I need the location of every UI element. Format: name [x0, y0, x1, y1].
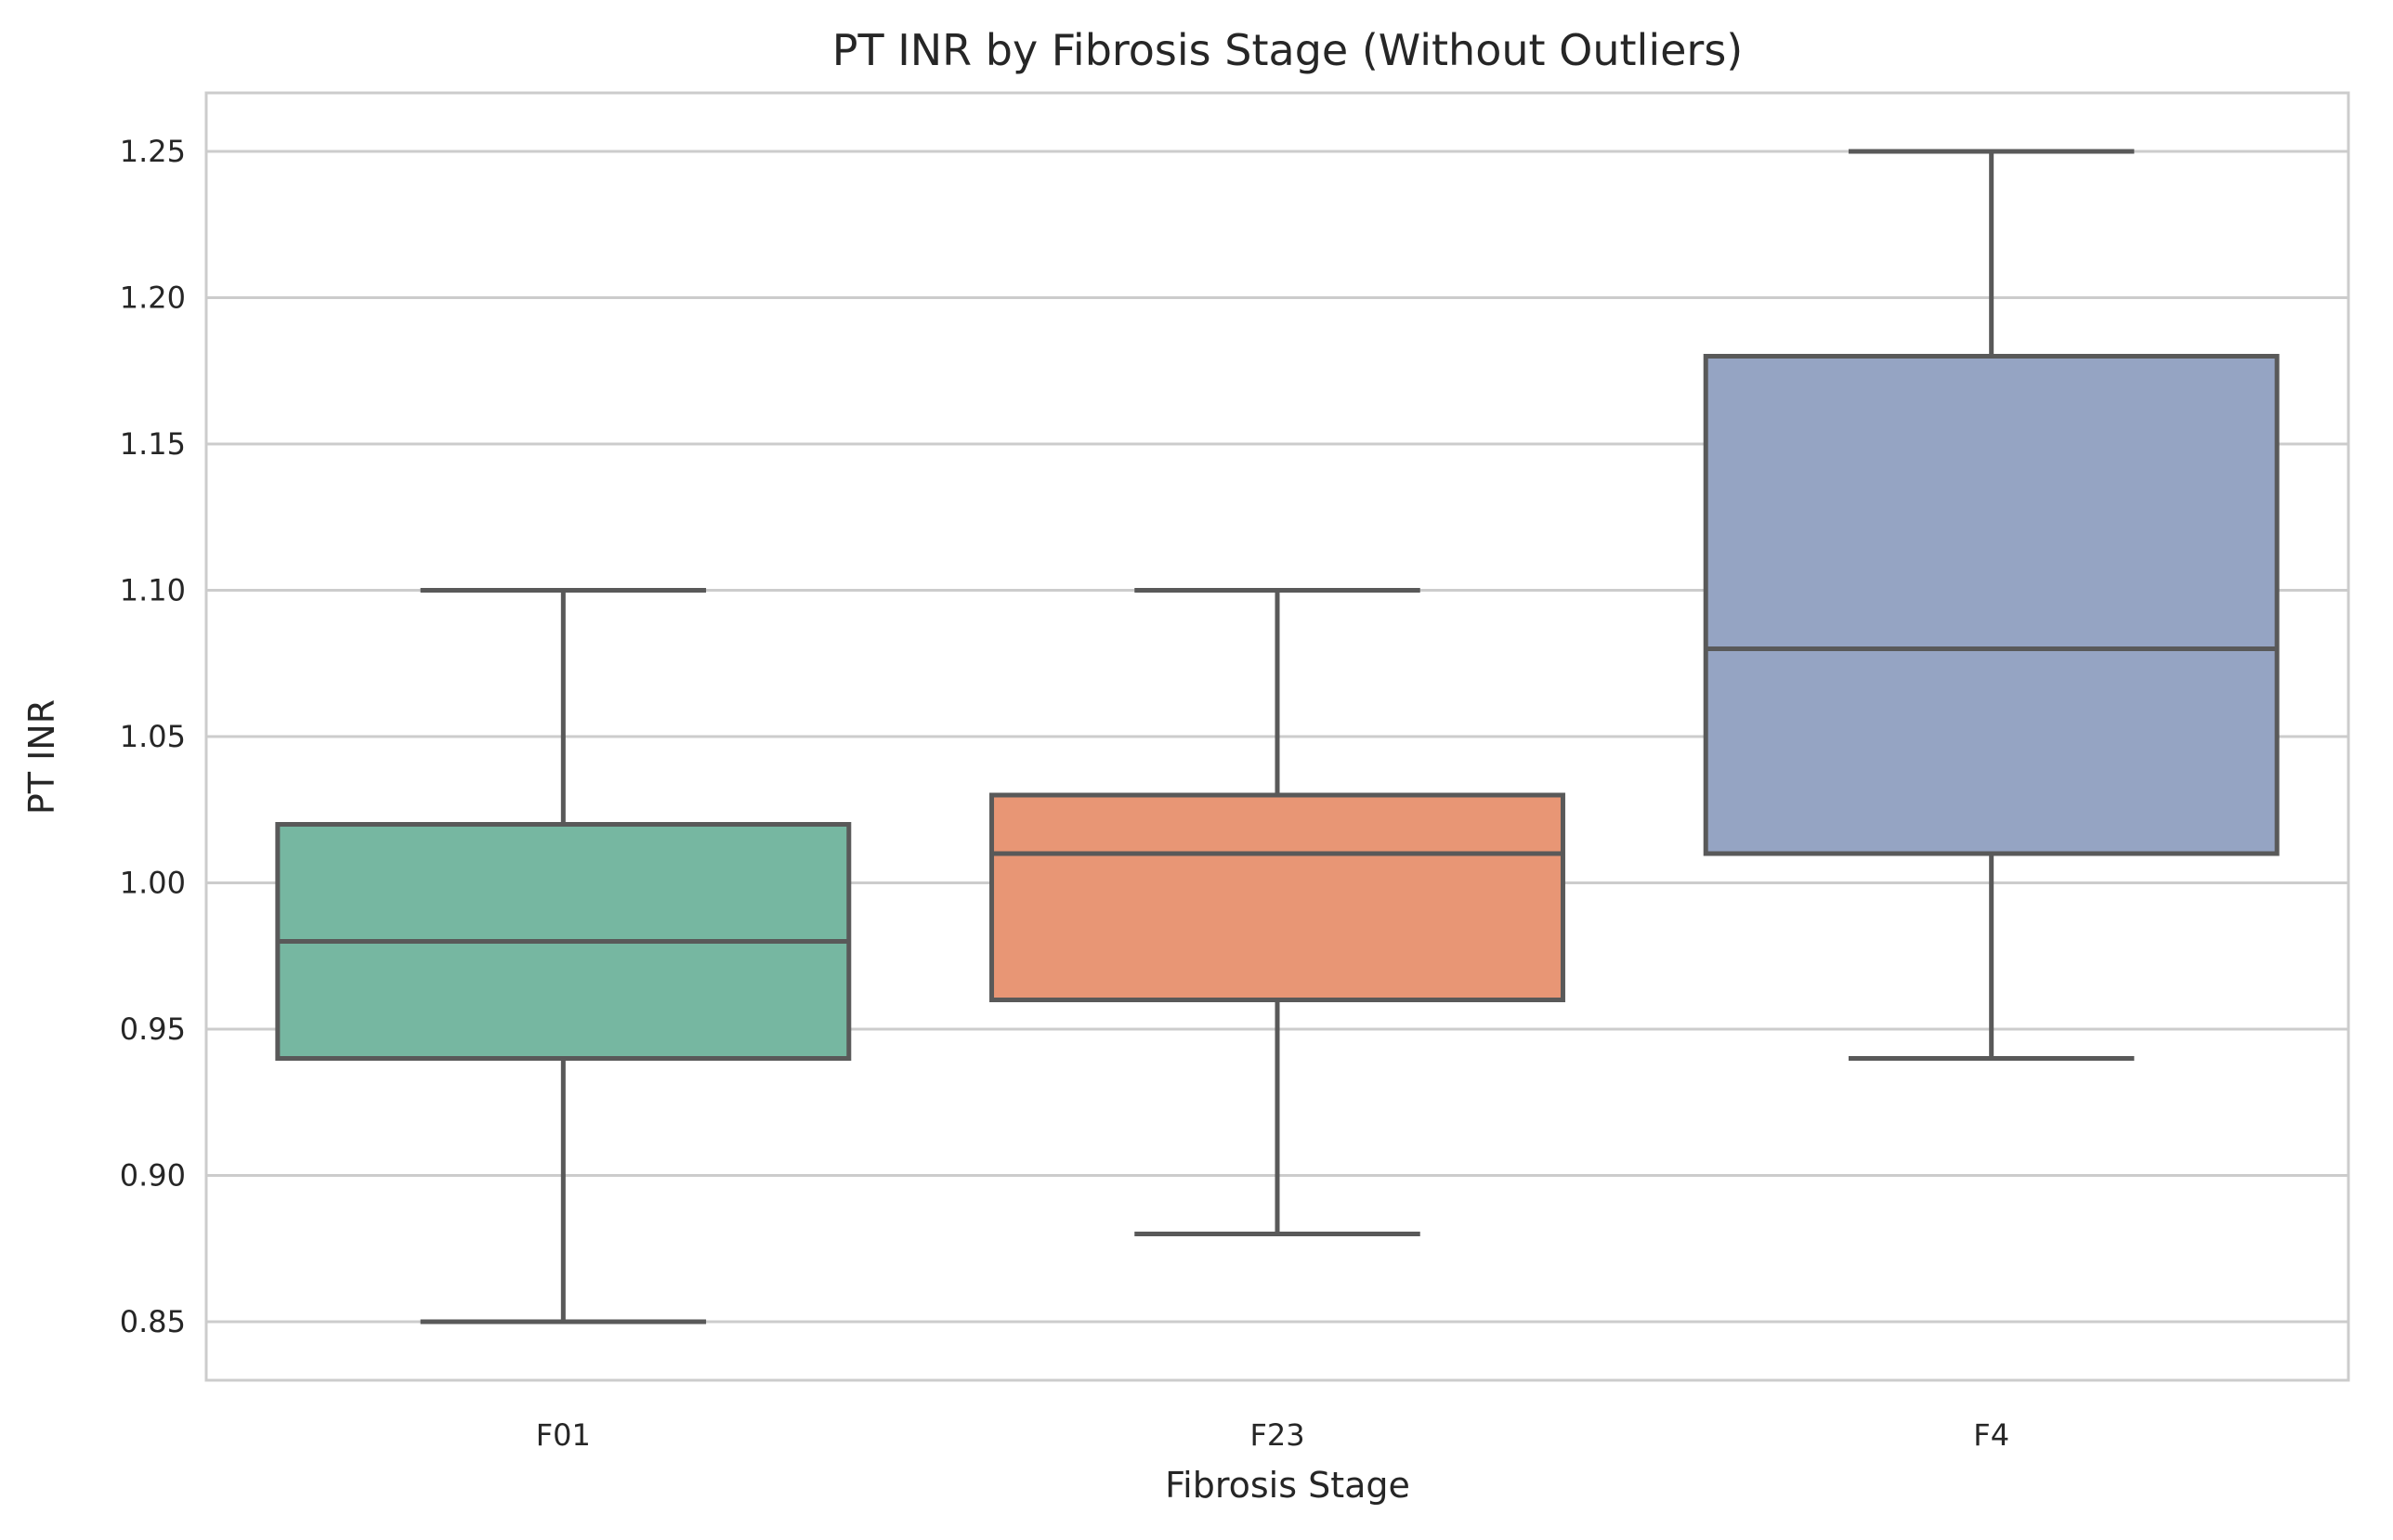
box-f4: [1703, 149, 2280, 1061]
y-tick-label: 1.25: [120, 134, 186, 169]
y-tick-label: 1.20: [120, 281, 186, 316]
box-f23: [989, 588, 1565, 1236]
x-axis-title: Fibrosis Stage: [1165, 1465, 1410, 1506]
x-tick-labels: F01 F23 F4: [536, 1417, 2009, 1453]
x-tick-label-f01: F01: [536, 1417, 591, 1453]
boxes: [275, 149, 2280, 1325]
y-tick-label: 1.15: [120, 426, 186, 462]
y-tick-label: 0.95: [120, 1011, 186, 1047]
box-f01: [275, 588, 852, 1325]
y-tick-label: 0.85: [120, 1304, 186, 1339]
chart-title: PT INR by Fibrosis Stage (Without Outlie…: [832, 25, 1744, 75]
x-tick-label-f23: F23: [1249, 1417, 1304, 1453]
y-axis-title: PT INR: [21, 699, 62, 815]
y-tick-label: 1.10: [120, 573, 186, 608]
y-tick-labels: 0.85 0.90 0.95 1.00 1.05 1.10 1.15 1.20 1.25: [120, 134, 186, 1339]
x-tick-label-f4: F4: [1973, 1417, 2009, 1453]
y-tick-label: 1.05: [120, 719, 186, 754]
iqr-box: [989, 792, 1565, 1002]
plot-frame: [204, 91, 2350, 1382]
y-tick-label: 1.00: [120, 866, 186, 901]
iqr-box: [1703, 354, 2280, 856]
y-tick-label: 0.90: [120, 1158, 186, 1194]
